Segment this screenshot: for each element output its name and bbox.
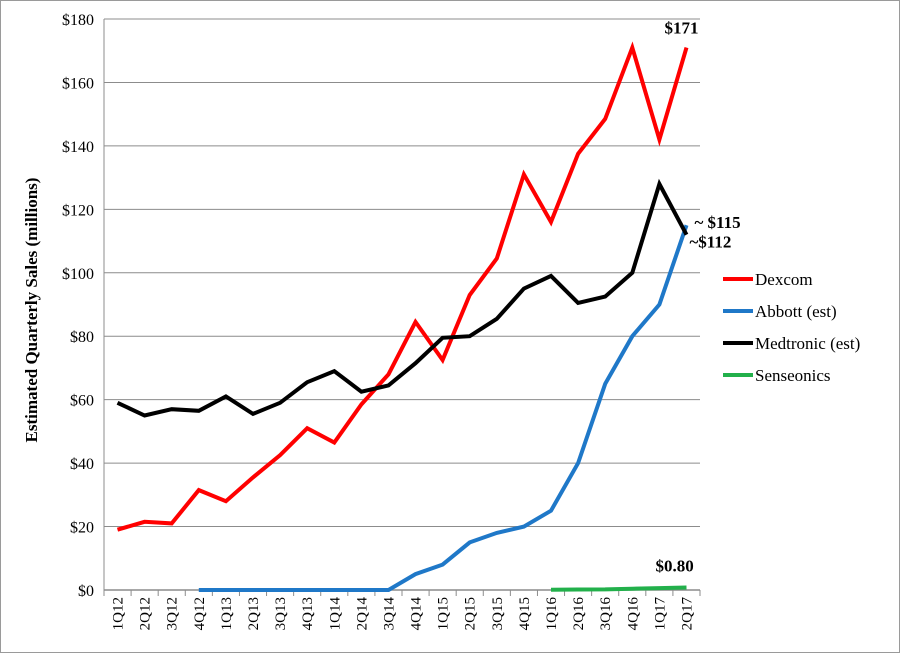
- y-tick-label: $180: [62, 12, 94, 29]
- annotations: $171 ~ $115~$112 $0.80: [655, 19, 740, 576]
- y-tick-label: $40: [70, 456, 94, 473]
- x-tick-label: 4Q15: [517, 597, 533, 630]
- legend-label-dexcom: Dexcom: [755, 270, 813, 289]
- x-tick-label: 2Q17: [679, 597, 695, 631]
- annotation-dexcom: $171: [664, 19, 698, 38]
- x-tick-label: 2Q12: [138, 597, 154, 630]
- annotation-medtronic-est: ~$112: [689, 233, 731, 252]
- x-tick-label: 2Q14: [354, 597, 370, 631]
- y-tick-label: $80: [70, 329, 94, 346]
- x-tick-label: 1Q16: [544, 597, 560, 631]
- x-tick-label: 3Q12: [165, 597, 181, 630]
- legend-label-senseonics: Senseonics: [755, 366, 831, 385]
- x-tick-label: 1Q17: [652, 597, 668, 631]
- x-tick-label: 1Q12: [111, 597, 127, 630]
- legend: Dexcom Abbott (est) Medtronic (est) Senseon…: [723, 270, 860, 385]
- legend-label-abbott-est: Abbott (est): [755, 302, 837, 321]
- x-tick-label: 3Q16: [598, 597, 614, 631]
- legend-label-medtronic-est: Medtronic (est): [755, 334, 860, 353]
- x-tick-label: 1Q15: [436, 597, 452, 630]
- y-tick-label: $60: [70, 393, 94, 410]
- series-line-dexcom: [116, 41, 689, 532]
- x-tick-label: 4Q12: [192, 597, 208, 630]
- y-tick-label: $100: [62, 266, 94, 283]
- x-tick-label: 3Q15: [490, 597, 506, 630]
- x-tick-label: 4Q13: [300, 597, 316, 630]
- y-tick-label: $20: [70, 520, 94, 537]
- x-tick-label: 2Q16: [571, 597, 587, 631]
- annotation-abbott-est: ~ $115: [694, 213, 740, 232]
- x-tick-label: 4Q16: [625, 597, 641, 631]
- annotation-senseonics: $0.80: [655, 556, 693, 575]
- y-axis-label: Estimated Quarterly Sales (millions): [22, 178, 41, 443]
- y-tick-label: $120: [62, 202, 94, 219]
- y-tick-label: $0: [78, 583, 94, 600]
- y-tick-label: $140: [62, 139, 94, 156]
- x-tick-label: 1Q13: [219, 597, 235, 630]
- x-tick-label: 3Q13: [273, 597, 289, 630]
- series-lines: [116, 41, 689, 592]
- x-tick-label: 2Q15: [463, 597, 479, 630]
- series-line-abbott-est: [198, 224, 689, 592]
- x-tick-label: 3Q14: [381, 597, 397, 631]
- series-line-medtronic-est: [116, 178, 689, 418]
- series-line-senseonics: [550, 585, 687, 592]
- x-tick-label: 1Q14: [327, 597, 343, 631]
- x-axis-ticks: 1Q12 2Q12 3Q12 4Q12 1Q13 2Q13 3Q13 4Q13 1Q14 2Q14…: [103, 590, 701, 631]
- y-axis-ticks: $0 $20 $40 $60 $80 $100 $120 $140 $160 $180: [62, 12, 94, 600]
- x-tick-label: 4Q14: [409, 597, 425, 631]
- y-tick-label: $160: [62, 75, 94, 92]
- x-tick-label: 2Q13: [246, 597, 262, 630]
